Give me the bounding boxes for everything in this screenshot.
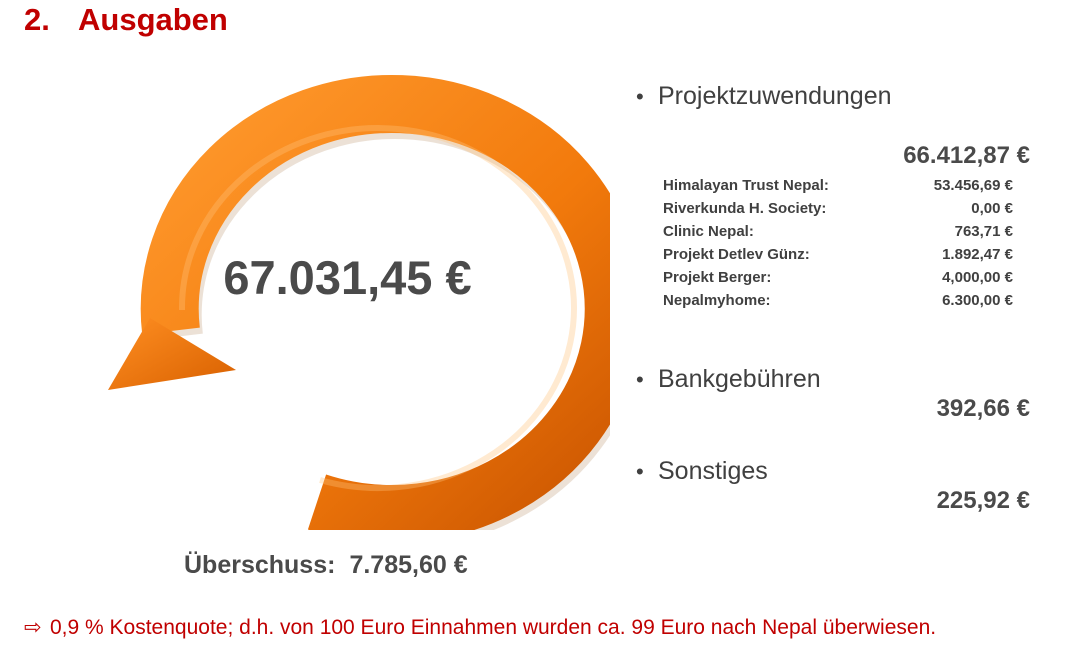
total-expenses: 67.031,45 € — [223, 251, 472, 304]
surplus-value: 7.785,60 € — [349, 551, 468, 579]
list-item: Nepalmyhome: 6.300,00 € — [663, 292, 1013, 315]
surplus-label: Überschuss: — [184, 551, 336, 579]
surplus: Überschuss: 7.785,60 € — [184, 551, 468, 580]
section-title: Ausgaben — [78, 2, 228, 37]
project-list: Himalayan Trust Nepal: 53.456,69 € River… — [663, 177, 1013, 315]
section-number: 2. — [24, 2, 50, 37]
item-value: 0,00 € — [971, 200, 1013, 217]
item-value: 6.300,00 € — [942, 292, 1013, 309]
section-amount: 66.412,87 € — [903, 142, 1030, 169]
section-title: Sonstiges — [658, 457, 768, 485]
item-label: Clinic Nepal: — [663, 223, 754, 240]
cost-ratio-note: ⇨ 0,9 % Kostenquote; d.h. von 100 Euro Ei… — [24, 615, 936, 640]
arrow-right-icon: ⇨ — [24, 616, 42, 639]
section-amount: 225,92 € — [936, 487, 1030, 514]
bullet-icon: • — [636, 459, 644, 484]
item-label: Nepalmyhome: — [663, 292, 771, 309]
list-item: Projekt Berger: 4,000,00 € — [663, 269, 1013, 292]
section-title: Bankgebühren — [658, 365, 821, 393]
bullet-icon: • — [636, 367, 644, 392]
section-projektzuwendungen: • Projektzuwendungen — [636, 82, 892, 111]
bullet-icon: • — [636, 84, 644, 109]
list-item: Projekt Detlev Günz: 1.892,47 € — [663, 246, 1013, 269]
note-text: 0,9 % Kostenquote; d.h. von 100 Euro Ein… — [50, 616, 937, 639]
item-label: Himalayan Trust Nepal: — [663, 177, 829, 194]
item-label: Projekt Berger: — [663, 269, 772, 286]
page-title: 2. Ausgaben — [24, 2, 228, 38]
section-sonstiges: • Sonstiges — [636, 457, 768, 486]
item-value: 53.456,69 € — [933, 177, 1013, 194]
item-label: Projekt Detlev Günz: — [663, 246, 810, 263]
list-item: Riverkunda H. Society: 0,00 € — [663, 200, 1013, 223]
list-item: Himalayan Trust Nepal: 53.456,69 € — [663, 177, 1013, 200]
section-amount: 392,66 € — [936, 395, 1030, 422]
list-item: Clinic Nepal: 763,71 € — [663, 223, 1013, 246]
section-title: Projektzuwendungen — [658, 82, 892, 110]
item-value: 4,000,00 € — [942, 269, 1013, 286]
circular-arrow-icon — [108, 74, 610, 530]
item-value: 763,71 € — [954, 223, 1013, 240]
section-bankgebuehren: • Bankgebühren — [636, 365, 821, 394]
item-value: 1.892,47 € — [942, 246, 1013, 263]
item-label: Riverkunda H. Society: — [663, 200, 827, 217]
